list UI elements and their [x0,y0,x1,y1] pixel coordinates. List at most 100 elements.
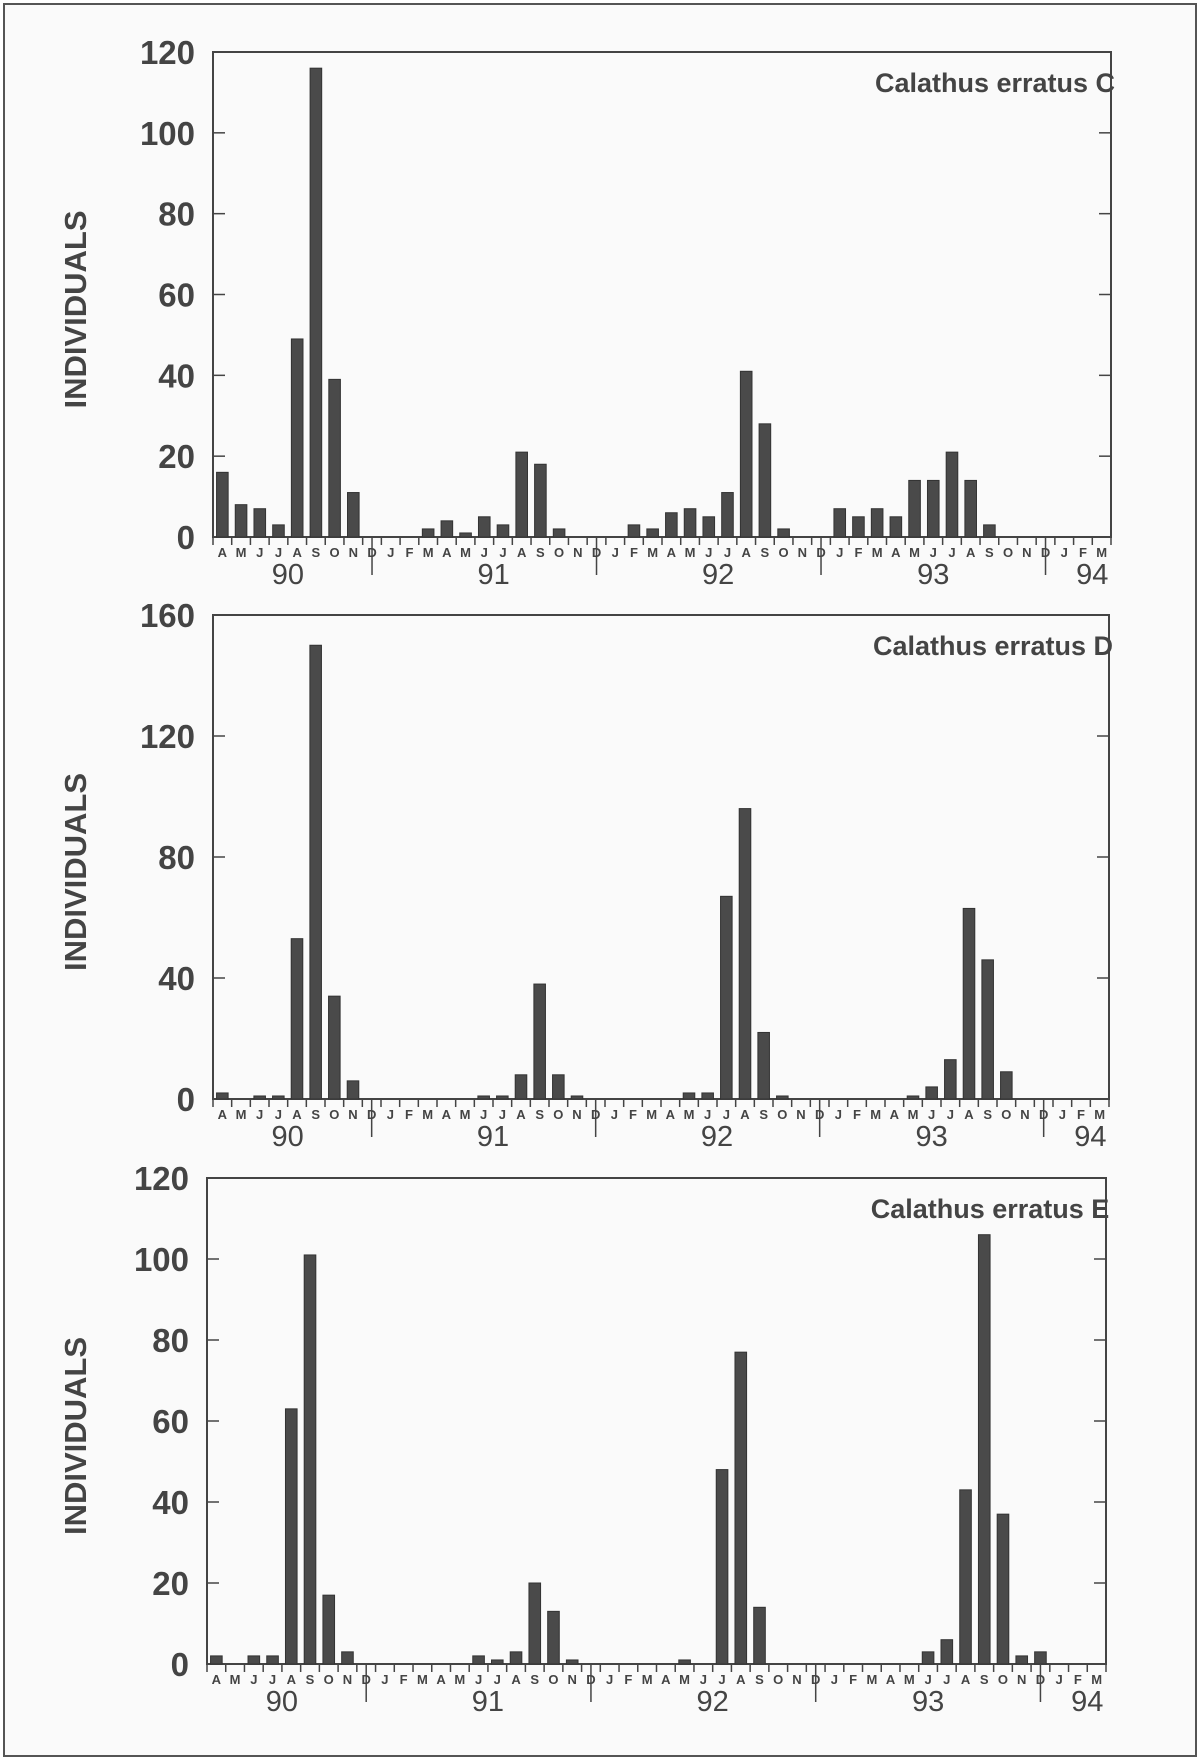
month-label: S [985,545,994,560]
year-label: 90 [266,1686,298,1718]
bar [964,479,977,538]
y-axis-title: INDIVIDUALS [58,773,93,971]
bar [309,644,322,1100]
bar [290,938,304,1100]
y-tick-label: 100 [140,115,195,152]
bar [328,378,341,538]
bar [216,471,229,538]
month-label: J [250,1672,257,1687]
month-label: A [287,1672,297,1687]
month-label: J [499,545,506,560]
month-label: M [230,1672,241,1687]
month-label: J [928,1107,935,1122]
bar [303,1254,317,1665]
month-label: J [387,1107,394,1122]
bar [284,1408,298,1665]
chart-panel: 0 20 40 60 80 100 120 INDIVIDUALS Calathus errat… [58,1160,1109,1718]
bar [272,524,285,538]
month-label: J [723,1107,730,1122]
month-label: M [1094,1107,1105,1122]
bar [977,1234,991,1665]
bar [715,1469,729,1665]
month-label: S [535,1107,544,1122]
bar [981,959,994,1100]
month-label: J [943,1672,950,1687]
month-label: A [964,1107,974,1122]
month-label: J [611,1107,618,1122]
bar [720,895,733,1100]
month-label: M [236,1107,247,1122]
month-label: F [853,1107,861,1122]
y-tick-label: 0 [177,1081,195,1118]
month-label: J [494,1672,501,1687]
year-label: 91 [477,1121,509,1153]
bar [665,512,678,538]
month-label: S [536,545,545,560]
bar [210,1655,223,1665]
month-label: M [642,1672,653,1687]
month-label: O [553,1107,563,1122]
month-label: F [405,1107,413,1122]
month-label: O [1001,1107,1011,1122]
y-tick-label: 80 [152,1322,189,1359]
bar [565,1659,579,1665]
month-label: N [1017,1672,1026,1687]
bar [646,528,659,538]
month-label: J [924,1672,931,1687]
month-label: A [961,1672,971,1687]
month-label: M [460,1107,471,1122]
month-label: S [312,545,321,560]
bar [753,1606,766,1665]
bar [459,532,472,538]
month-label: F [1074,1672,1082,1687]
month-label: J [705,545,712,560]
y-axis-title: INDIVIDUALS [58,1337,93,1535]
bar [509,1651,523,1665]
bar [852,516,865,538]
month-label: A [886,1672,896,1687]
month-label: A [740,1107,750,1122]
month-label: J [269,1672,276,1687]
bar [940,1639,954,1665]
bar [322,1594,336,1665]
bar [570,1095,584,1100]
month-label: O [998,1672,1008,1687]
month-label: S [530,1672,539,1687]
month-label: F [849,1672,857,1687]
month-label: A [516,1107,526,1122]
month-label: J [256,545,263,560]
bar [925,1086,938,1100]
year-label: 90 [272,559,304,591]
month-label: A [667,545,677,560]
month-label: A [891,545,901,560]
month-label: M [422,1107,433,1122]
month-label: J [480,1107,487,1122]
bar [959,1489,972,1665]
bar [253,508,267,538]
y-tick-label: 40 [158,357,195,394]
bar [944,1059,957,1100]
month-label: A [442,1107,452,1122]
bar [533,983,546,1100]
month-label: M [1091,1672,1102,1687]
month-label: N [1020,1107,1029,1122]
month-label: N [568,1672,577,1687]
bar [962,907,976,1100]
month-label: O [777,1107,787,1122]
month-label: F [405,545,413,560]
bar [702,516,716,538]
y-tick-label: 100 [134,1241,189,1278]
month-label: A [736,1672,746,1687]
chart-panel: 0 40 80 120 160 INDIVIDUALS Calathus erratus D… [58,597,1113,1153]
bar [757,1031,770,1100]
month-label: O [324,1672,334,1687]
month-label: N [348,1107,357,1122]
bar [738,808,752,1100]
y-tick-label: 40 [158,960,195,997]
panel-title: Calathus erratus C [875,68,1115,98]
month-label: M [646,1107,657,1122]
month-label: M [417,1672,428,1687]
month-label: J [700,1672,707,1687]
month-label: M [1096,545,1107,560]
month-label: M [908,1107,919,1122]
